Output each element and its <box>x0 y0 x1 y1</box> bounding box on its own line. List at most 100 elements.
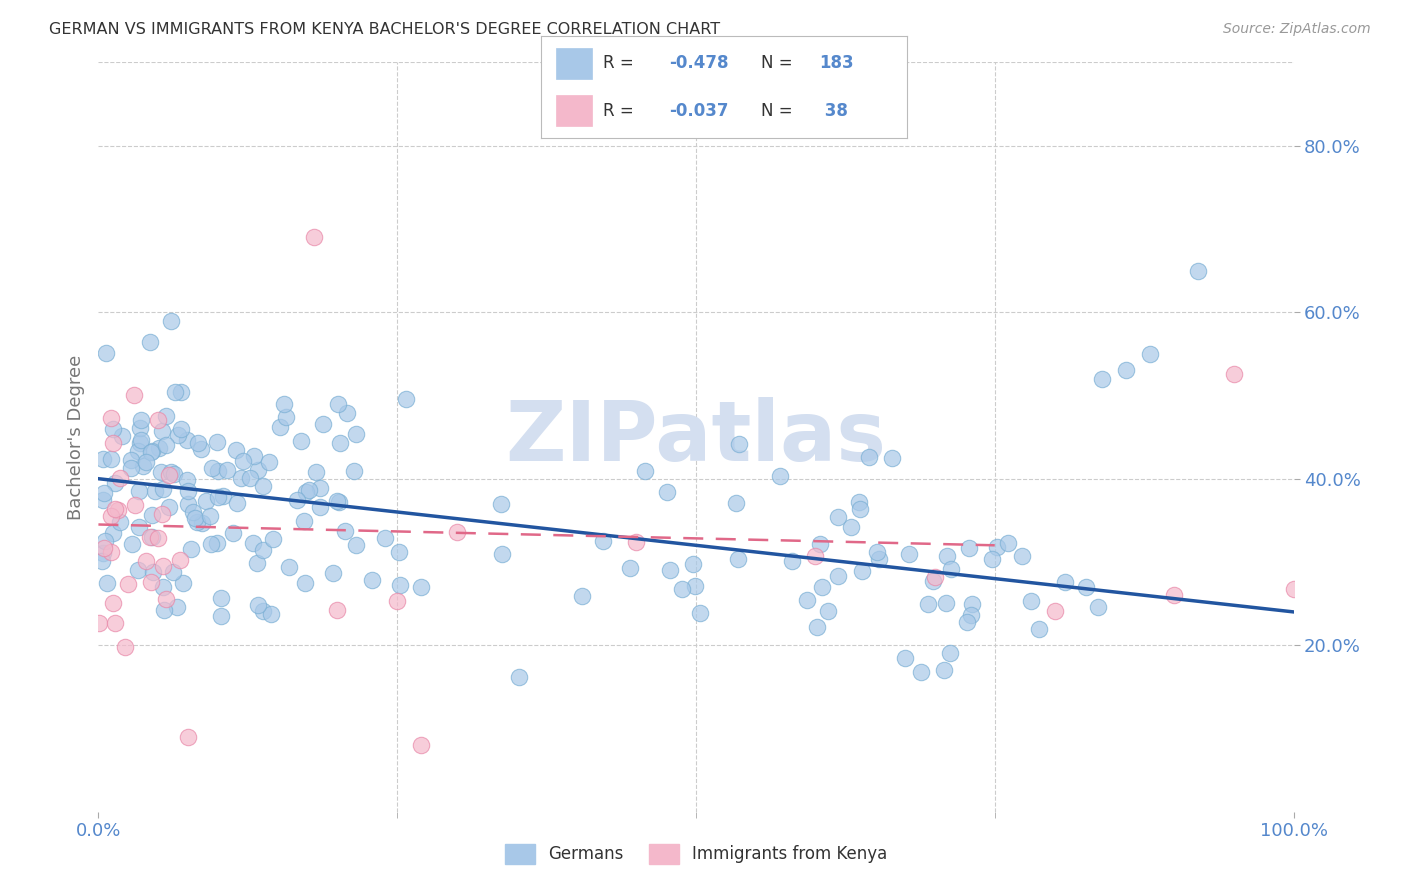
Point <box>222 526 245 541</box>
Point <box>153 603 176 617</box>
Point <box>312 417 335 432</box>
Point <box>1187 263 1209 277</box>
Point <box>309 500 332 515</box>
Point <box>922 574 945 588</box>
Point <box>141 444 163 458</box>
Point <box>917 598 939 612</box>
Point <box>91 493 114 508</box>
Point <box>302 230 325 244</box>
Point <box>170 384 193 399</box>
Point <box>411 738 433 752</box>
Point <box>124 498 146 512</box>
Point <box>129 421 152 435</box>
Point <box>936 549 959 563</box>
Point <box>260 607 283 622</box>
Point <box>169 552 191 566</box>
Point <box>290 434 312 449</box>
Point <box>148 531 170 545</box>
Point <box>100 411 122 425</box>
Point <box>274 409 297 424</box>
Point <box>1054 575 1077 590</box>
Point <box>232 454 254 468</box>
Point <box>294 484 316 499</box>
Point <box>659 563 682 577</box>
Point <box>205 435 228 450</box>
Point <box>344 538 367 552</box>
Point <box>894 650 917 665</box>
Text: R =: R = <box>603 102 640 120</box>
Point <box>939 646 962 660</box>
Point <box>121 536 143 550</box>
Point <box>101 525 124 540</box>
Point <box>207 464 229 478</box>
Point <box>100 509 122 524</box>
Point <box>145 484 167 499</box>
Point <box>108 515 131 529</box>
Point <box>107 503 129 517</box>
Point <box>866 545 889 559</box>
Point <box>149 465 172 479</box>
Point <box>374 531 396 545</box>
Point <box>139 334 162 349</box>
Point <box>262 533 284 547</box>
Point <box>117 576 139 591</box>
Point <box>1043 604 1066 618</box>
Point <box>389 577 412 591</box>
Point <box>727 552 749 566</box>
Point <box>827 509 849 524</box>
Point <box>127 444 149 458</box>
Point <box>163 384 186 399</box>
Point <box>1115 363 1137 377</box>
Point <box>155 438 177 452</box>
Text: Source: ZipAtlas.com: Source: ZipAtlas.com <box>1223 22 1371 37</box>
Point <box>633 464 655 478</box>
Point <box>93 486 115 500</box>
Point <box>360 573 382 587</box>
Point <box>980 551 1002 566</box>
Point <box>94 533 117 548</box>
Point <box>924 570 946 584</box>
Point <box>309 481 332 495</box>
Point <box>935 596 957 610</box>
Point <box>997 536 1019 550</box>
Point <box>326 493 349 508</box>
Point <box>163 467 186 481</box>
Point <box>626 534 648 549</box>
Point <box>170 422 193 436</box>
Point <box>127 564 149 578</box>
Point <box>114 640 136 654</box>
Point <box>87 615 110 630</box>
Point <box>328 495 350 509</box>
Text: -0.478: -0.478 <box>669 54 728 72</box>
Point <box>229 471 252 485</box>
Point <box>839 520 862 534</box>
Point <box>100 452 122 467</box>
Point <box>385 594 409 608</box>
Point <box>491 547 513 561</box>
Bar <box>555 95 592 126</box>
Point <box>91 452 114 467</box>
Point <box>184 510 207 524</box>
Point <box>155 409 177 424</box>
Y-axis label: Bachelor's Degree: Bachelor's Degree <box>66 354 84 520</box>
Point <box>239 471 262 485</box>
Point <box>278 560 301 574</box>
Point <box>298 483 321 498</box>
Point <box>90 553 112 567</box>
Point <box>187 435 209 450</box>
Point <box>1087 600 1109 615</box>
Point <box>129 433 152 447</box>
Point <box>305 465 328 479</box>
Point <box>336 406 359 420</box>
Point <box>322 566 344 581</box>
Point <box>956 615 979 629</box>
Point <box>252 543 274 558</box>
Point <box>101 422 124 436</box>
Point <box>343 464 366 478</box>
Point <box>200 537 222 551</box>
Point <box>939 562 962 576</box>
Point <box>152 482 174 496</box>
Point <box>190 442 212 456</box>
Point <box>177 497 200 511</box>
Point <box>191 516 214 530</box>
